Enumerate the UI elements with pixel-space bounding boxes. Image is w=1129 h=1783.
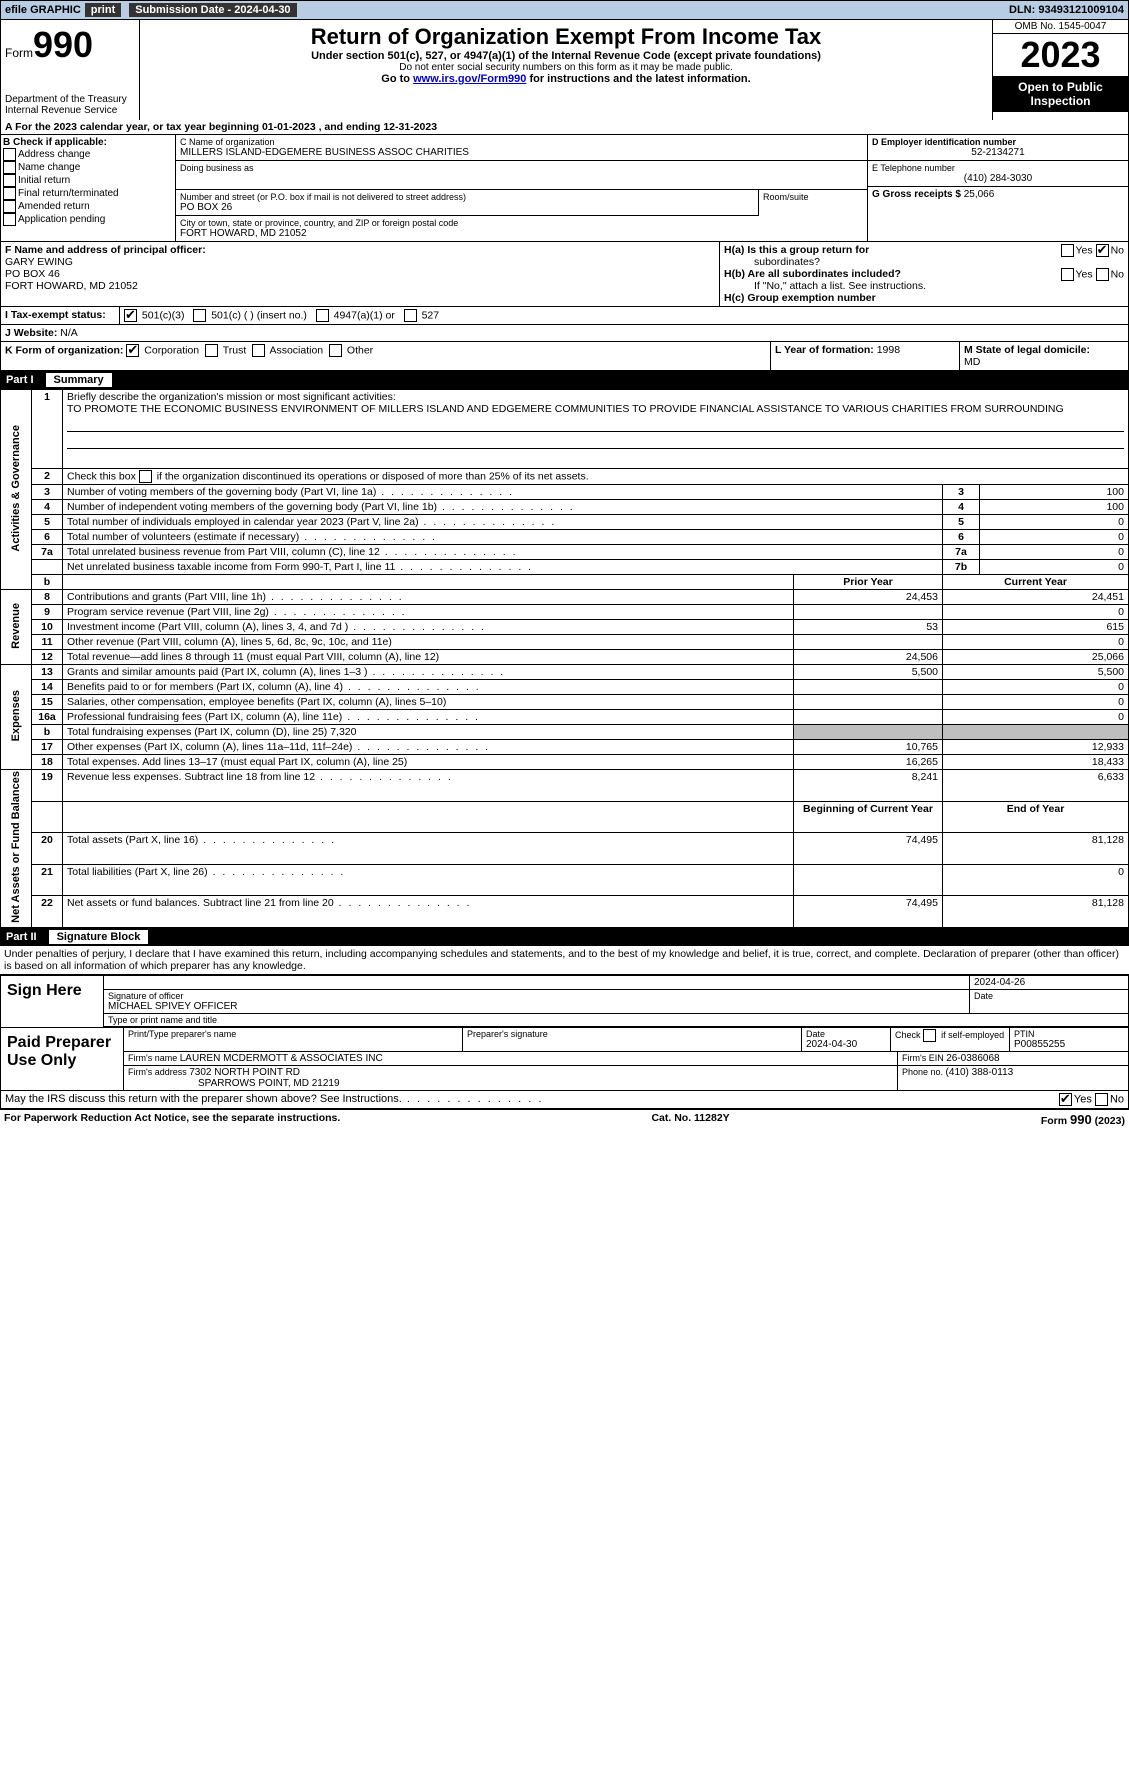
- sign-date: 2024-04-26: [970, 976, 1128, 990]
- mission: TO PROMOTE THE ECONOMIC BUSINESS ENVIRON…: [67, 403, 1064, 415]
- sign-here-block: Sign Here 2024-04-26 Signature of office…: [0, 974, 1129, 1028]
- chk-app-pending[interactable]: [3, 213, 16, 226]
- irs-link[interactable]: www.irs.gov/Form990: [413, 73, 526, 85]
- year-formation: 1998: [877, 344, 900, 356]
- val-4: 100: [980, 500, 1129, 515]
- val-6: 0: [980, 530, 1129, 545]
- print-button[interactable]: print: [85, 3, 121, 17]
- phone: (410) 284-3030: [872, 173, 1124, 184]
- form-title: Return of Organization Exempt From Incom…: [144, 24, 988, 50]
- year-box: OMB No. 1545-0047 2023 Open to Public In…: [992, 20, 1128, 120]
- chk-amended-return[interactable]: [3, 200, 16, 213]
- chk-initial-return[interactable]: [3, 174, 16, 187]
- firm-ein: 26-0386068: [946, 1053, 999, 1064]
- state-domicile: MD: [964, 356, 1124, 368]
- page-footer: For Paperwork Reduction Act Notice, see …: [0, 1109, 1129, 1129]
- paid-preparer-block: Paid Preparer Use Only Print/Type prepar…: [0, 1028, 1129, 1091]
- discuss-yes[interactable]: [1059, 1093, 1072, 1106]
- part-2-header: Part II Signature Block: [0, 928, 1129, 946]
- chk-other[interactable]: [329, 344, 342, 357]
- val-3: 100: [980, 485, 1129, 500]
- ein: 52-2134271: [872, 147, 1124, 158]
- website: N/A: [60, 327, 78, 339]
- box-b: B Check if applicable: Address change Na…: [1, 135, 176, 241]
- dln: DLN: 93493121009104: [1009, 4, 1124, 16]
- preparer-phone: (410) 388-0113: [946, 1067, 1014, 1078]
- form-title-box: Return of Organization Exempt From Incom…: [140, 20, 992, 120]
- val-5: 0: [980, 515, 1129, 530]
- summary-table: Activities & Governance 1 Briefly descri…: [0, 389, 1129, 928]
- ha-yes[interactable]: [1061, 244, 1074, 257]
- submission-date: Submission Date - 2024-04-30: [129, 3, 296, 17]
- chk-final-return[interactable]: [3, 187, 16, 200]
- ptin: P00855255: [1014, 1039, 1124, 1050]
- efile-top-bar: efile GRAPHIC print Submission Date - 20…: [0, 0, 1129, 20]
- ha-no[interactable]: [1096, 244, 1109, 257]
- hb-no[interactable]: [1096, 268, 1109, 281]
- chk-4947[interactable]: [316, 309, 329, 322]
- chk-name-change[interactable]: [3, 161, 16, 174]
- part-1-header: Part I Summary: [0, 371, 1129, 389]
- discuss-no[interactable]: [1095, 1093, 1108, 1106]
- chk-501c[interactable]: [193, 309, 206, 322]
- chk-corp[interactable]: [126, 344, 139, 357]
- chk-trust[interactable]: [205, 344, 218, 357]
- chk-assoc[interactable]: [252, 344, 265, 357]
- val-7b: 0: [980, 560, 1129, 575]
- efile-label: efile GRAPHIC: [5, 4, 81, 16]
- org-city: FORT HOWARD, MD 21052: [180, 228, 863, 239]
- rev8-prior: 24,453: [794, 590, 943, 605]
- rev8-curr: 24,451: [943, 590, 1129, 605]
- org-name: MILLERS ISLAND-EDGEMERE BUSINESS ASSOC C…: [180, 147, 863, 158]
- chk-501c3[interactable]: [124, 309, 137, 322]
- gross-receipts: 25,066: [964, 189, 995, 200]
- declaration: Under penalties of perjury, I declare th…: [0, 946, 1129, 974]
- form-id-box: Form990 Department of the Treasury Inter…: [1, 20, 140, 120]
- officer-signature: MICHAEL SPIVEY OFFICER: [108, 1001, 965, 1012]
- line-a: A For the 2023 calendar year, or tax yea…: [1, 120, 1128, 135]
- officer-name: GARY EWING: [5, 256, 715, 268]
- hb-yes[interactable]: [1061, 268, 1074, 281]
- chk-self-employed[interactable]: [923, 1029, 936, 1042]
- chk-address-change[interactable]: [3, 148, 16, 161]
- chk-527[interactable]: [404, 309, 417, 322]
- chk-line2[interactable]: [139, 470, 152, 483]
- val-7a: 0: [980, 545, 1129, 560]
- org-address: PO BOX 26: [180, 202, 754, 213]
- firm-name: LAUREN MCDERMOTT & ASSOCIATES INC: [180, 1053, 383, 1064]
- tax-year: 2023: [993, 34, 1128, 76]
